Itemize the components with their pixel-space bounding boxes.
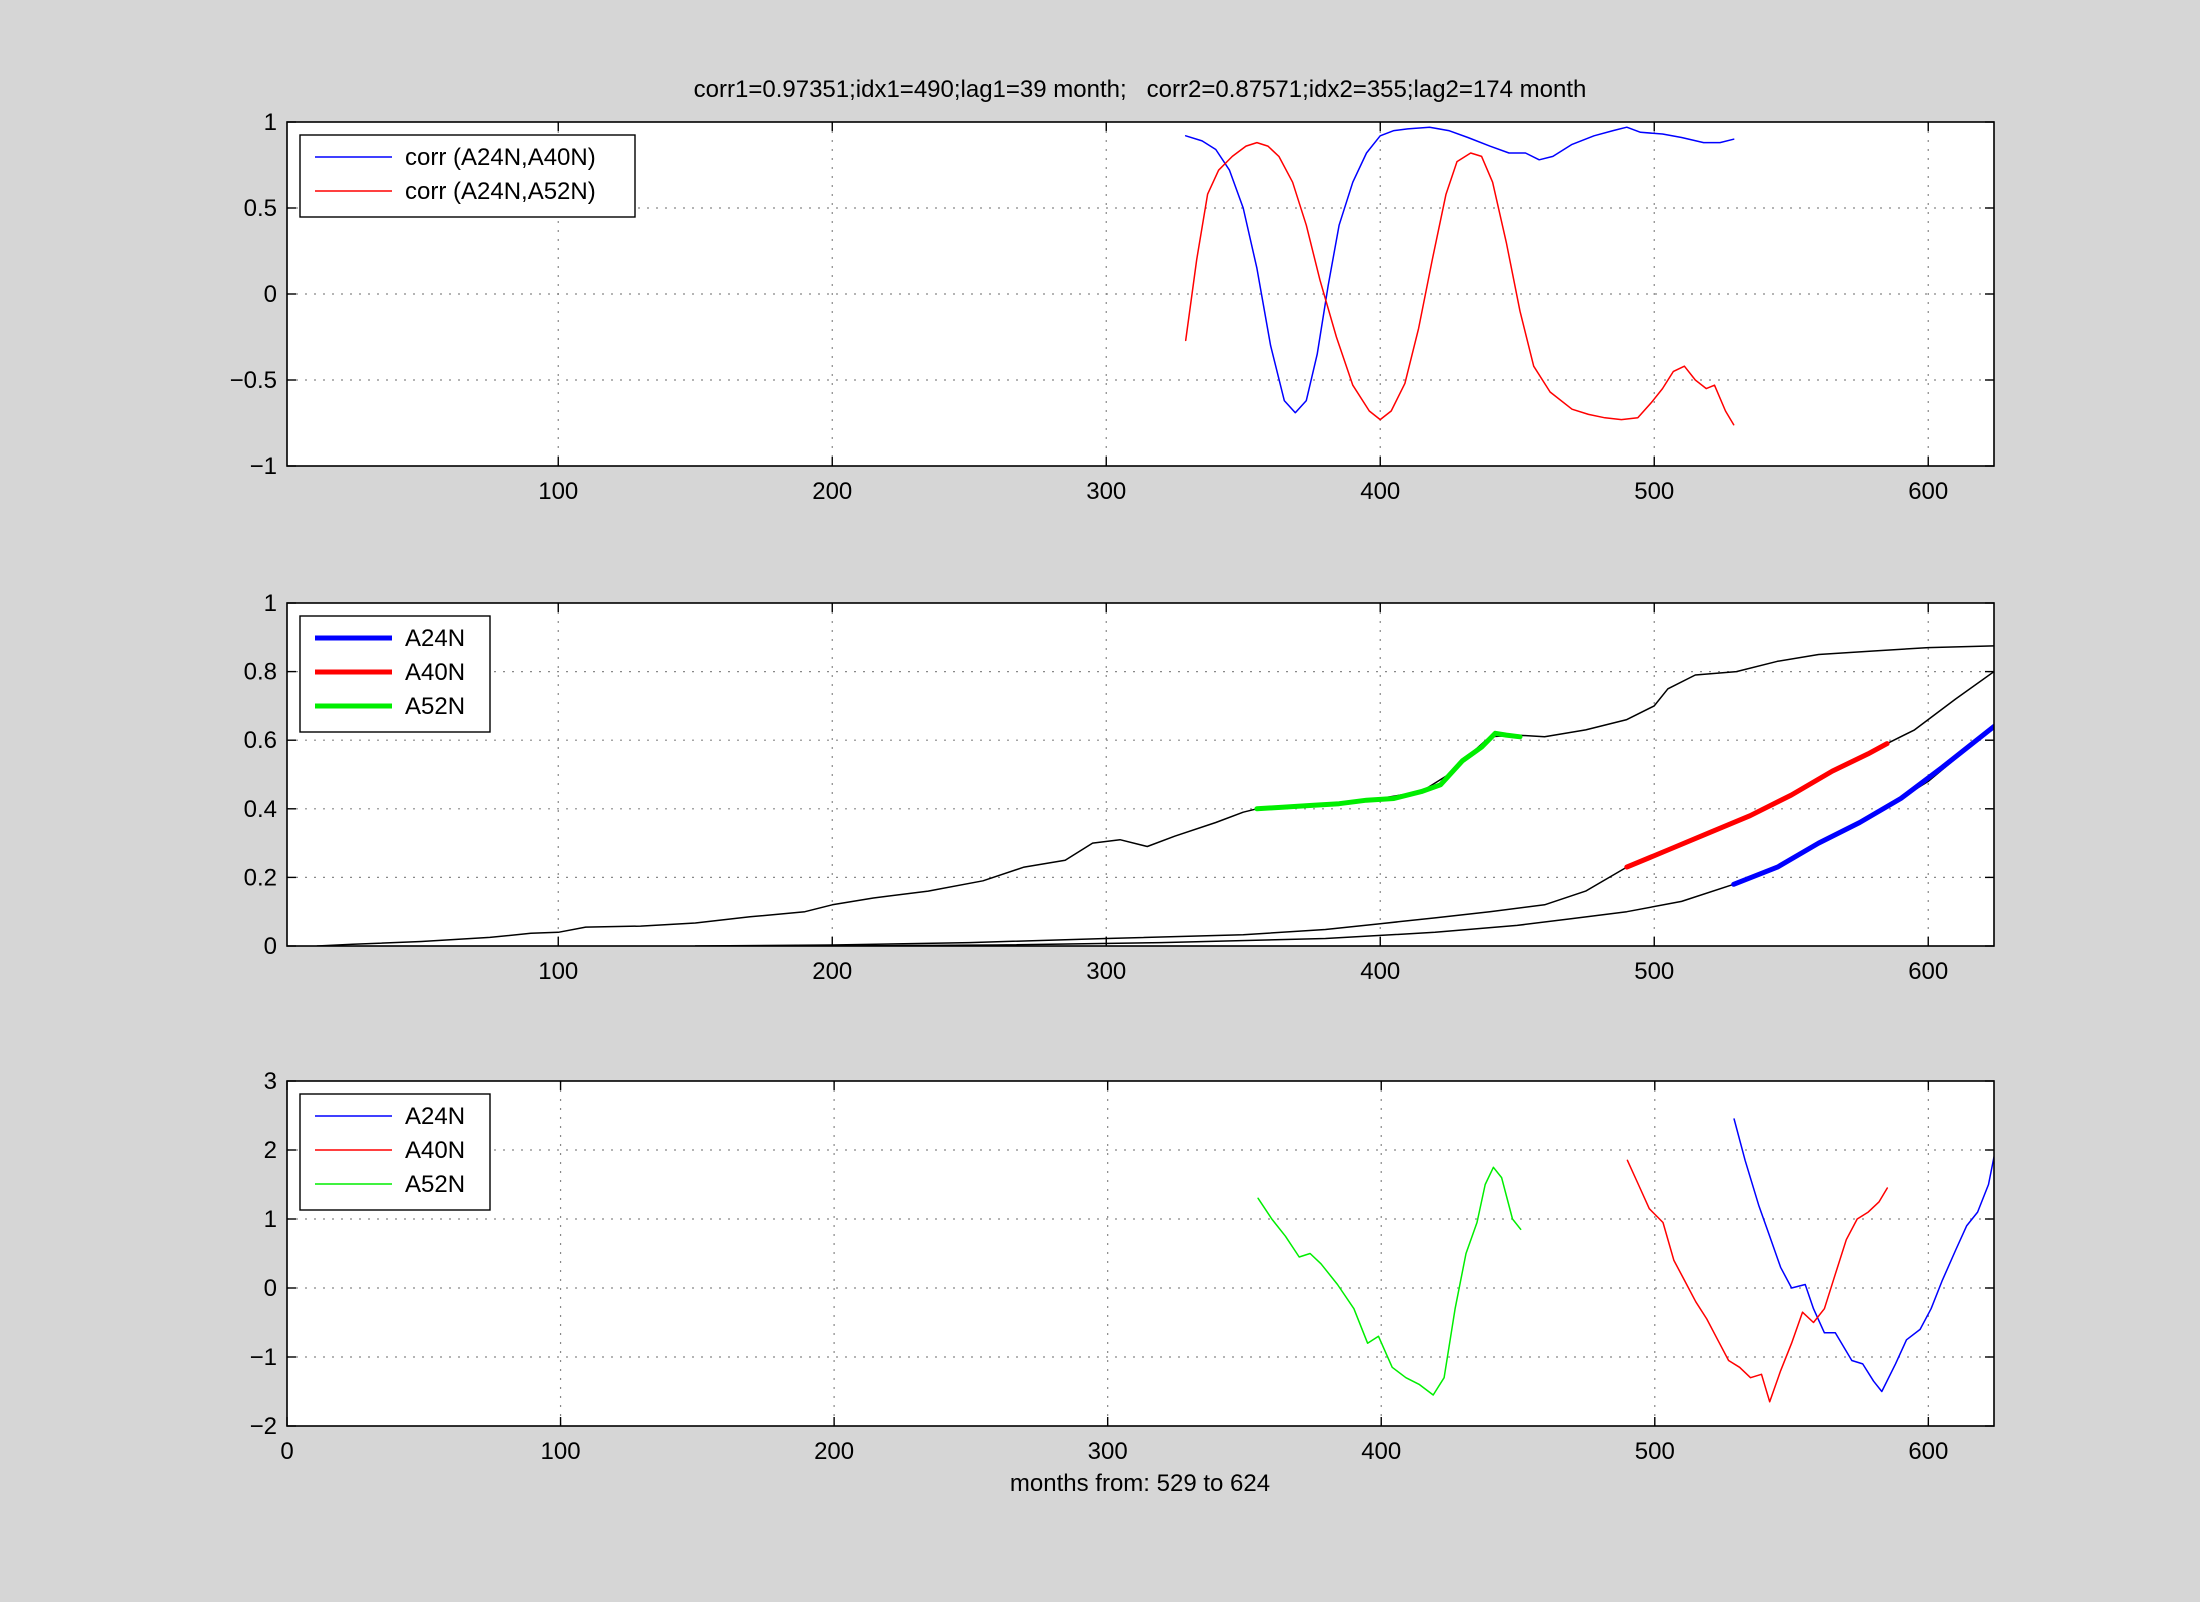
x-tick-label: 0 [280,1438,293,1465]
y-tick-label: 0.4 [244,796,277,823]
x-tick-label: 200 [812,478,852,505]
corr-axes: 100 200 300 400 500 600 −1 −0.5 0 0.5 1 corr (A24N,… [230,109,1995,505]
x-tick-label: 600 [1908,1438,1948,1465]
anomaly-axes: 0 100 200 300 400 500 600 −2 −1 0 1 2 3 A24N A40N A52N [250,1068,1995,1465]
y-tick-label: 1 [264,109,277,136]
legend-label: corr (A24N,A40N) [405,144,596,171]
legend-label: A24N [405,625,465,652]
series-line-a40n [1624,741,1890,870]
legend-label: A40N [405,659,465,686]
axes-frame [286,1080,1995,1427]
series-line-a52n [1257,1166,1522,1396]
x-tick-label: 400 [1360,958,1400,985]
series-line-a24n [1731,724,1994,887]
y-tick-label: 2 [264,1137,277,1164]
legend-label: corr (A24N,A52N) [405,178,596,205]
series-line-a40n [1626,1159,1889,1403]
x-tick-label: 400 [1361,1438,1401,1465]
legend-box [299,134,636,218]
x-tick-label: 400 [1360,478,1400,505]
legend: A24N A40N A52N [299,615,491,733]
y-tick-label: 1 [264,1206,277,1233]
series-group [1184,126,1735,426]
y-tick-label: −2 [250,1413,277,1440]
x-tick-label: 300 [1086,478,1126,505]
x-axis-label: months from: 529 to 624 [1010,1470,1270,1497]
series-line-corr-a24n-a40n [1184,126,1735,414]
plot-area [287,1081,1994,1426]
x-tick-label: 100 [541,1438,581,1465]
y-tick-label: 0 [264,281,277,308]
plot-area [287,603,1994,946]
legend-label: A52N [405,693,465,720]
x-tick-label: 500 [1634,958,1674,985]
legend-box [299,1093,491,1211]
x-tick-label: 300 [1088,1438,1128,1465]
series-line-a24n [1733,1118,1994,1393]
legend-label: A24N [405,1103,465,1130]
y-tick-label: 0.2 [244,864,277,891]
series-line-black-0 [316,645,1994,946]
figure-title: corr1=0.97351;idx1=490;lag1=39 month; co… [694,76,1587,103]
x-tick-label: 100 [538,478,578,505]
legend-label: A40N [405,1137,465,1164]
legend-label: A52N [405,1171,465,1198]
axes-frame [286,602,1995,947]
x-tick-label: 100 [538,958,578,985]
series-group [316,645,1994,946]
x-tick-label: 500 [1634,478,1674,505]
y-tick-label: 0.8 [244,659,277,686]
y-tick-label: 1 [264,590,277,617]
series-line-corr-a24n-a52n [1184,141,1735,426]
series-line-a52n [1254,730,1523,812]
x-tick-label: 600 [1908,958,1948,985]
x-tick-label: 200 [814,1438,854,1465]
y-tick-label: 3 [264,1068,277,1095]
legend: corr (A24N,A40N) corr (A24N,A52N) [299,134,636,218]
y-tick-label: 0.6 [244,727,277,754]
x-tick-label: 300 [1086,958,1126,985]
x-tick-label: 500 [1635,1438,1675,1465]
series-group [1257,1118,1994,1403]
legend: A24N A40N A52N [299,1093,491,1211]
y-tick-label: −1 [250,453,277,480]
cumulative-axes: 100 200 300 400 500 600 0 0.2 0.4 0.6 0.8 1 A24N A40N… [244,590,1995,985]
y-tick-label: 0.5 [244,195,277,222]
y-tick-label: 0 [264,933,277,960]
x-tick-label: 200 [812,958,852,985]
y-tick-label: 0 [264,1275,277,1302]
y-tick-label: −0.5 [230,367,277,394]
x-tick-label: 600 [1908,478,1948,505]
y-tick-label: −1 [250,1344,277,1371]
